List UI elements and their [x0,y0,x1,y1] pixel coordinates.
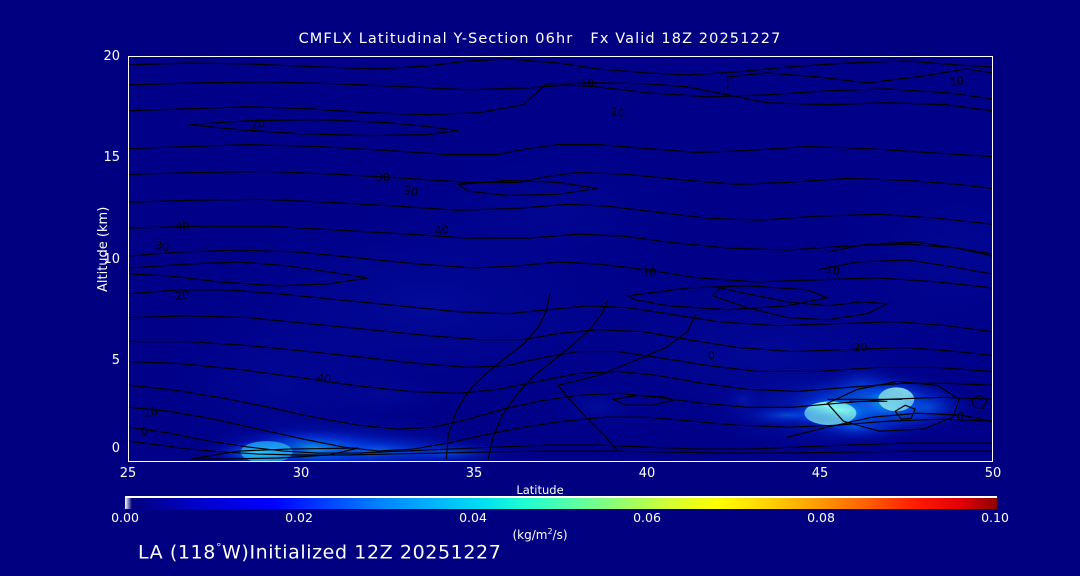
x-tick-label-45: 45 [811,466,829,481]
contour-label: 0 [140,424,148,438]
x-tick-label-35: 35 [465,466,483,481]
degree-symbol: ° [215,541,223,554]
y-tick-label-15: 15 [103,150,120,165]
colorbar-tick-4: 0.08 [807,510,835,525]
contour-label: 40 [175,219,190,233]
contour-label: 30 [376,170,391,184]
contour-label: 10 [143,405,160,421]
y-tick-label-0: 0 [111,441,120,456]
colorbar-tick-0: 0.00 [111,510,139,525]
shaded-field [129,57,992,461]
y-tick-label-20: 20 [103,49,120,64]
chart-title: CMFLX Latitudinal Y-Section 06hr Fx Vali… [298,31,782,47]
contour-label: 10 [949,74,966,90]
contour-label: 30 [153,238,170,254]
colorbar-units-pre: (kg/m [512,528,548,542]
x-tick-label-25: 25 [119,466,137,481]
contour-label: 30 [402,183,419,200]
colorbar-tick-3: 0.06 [633,510,661,525]
colorbar-units-exponent: 2 [547,527,553,536]
contour-label: 20 [853,341,868,355]
y-tick-label-5: 5 [111,353,120,368]
contour-label: 10 [580,77,595,91]
colorbar-tick-2: 0.04 [459,510,487,525]
contour-label: 10 [642,266,657,280]
footer-pre: LA (118 [138,541,216,564]
contour-label: 10 [824,263,841,279]
footer-post: W)Initialized 12Z 20251227 [222,541,502,564]
contour-label: 40 [316,370,333,386]
x-tick-label-40: 40 [638,466,656,481]
contour-label: 40 [433,222,450,238]
contour-label: 20 [174,287,191,303]
colorbar-units-post: /s) [552,528,568,542]
y-tick-label-10: 10 [103,252,120,267]
x-axis-label: Latitude [516,483,564,497]
footer-caption: LA (118°W)Initialized 12Z 20251227 [138,541,501,563]
x-tick-label-30: 30 [292,466,310,481]
contour-lines [129,58,992,460]
colorbar [125,496,997,509]
colorbar-tick-5: 0.10 [981,510,1009,525]
x-tick-label-50: 50 [984,466,1002,481]
colorbar-units: (kg/m2/s) [0,527,1080,542]
colorbar-tick-1: 0.02 [285,510,313,525]
contour-label: 20 [250,117,267,133]
contour-label: 10 [610,104,627,120]
plot-area [128,56,993,462]
y-axis-label: Altitude (km) [96,206,111,292]
